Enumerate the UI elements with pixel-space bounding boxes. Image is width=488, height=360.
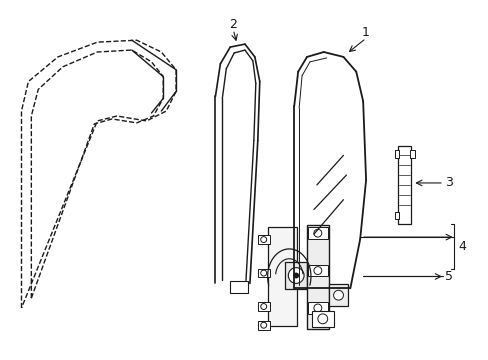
Bar <box>307 227 327 239</box>
Bar <box>257 321 269 330</box>
Bar <box>230 282 247 293</box>
Text: 5: 5 <box>444 270 452 283</box>
Text: 3: 3 <box>444 176 452 189</box>
Circle shape <box>293 273 299 278</box>
Bar <box>285 262 306 289</box>
Circle shape <box>313 229 321 237</box>
Circle shape <box>313 304 321 312</box>
Circle shape <box>313 267 321 275</box>
Bar <box>394 212 398 219</box>
Bar <box>394 150 398 158</box>
Text: 2: 2 <box>229 18 237 31</box>
Bar <box>409 150 414 158</box>
Bar <box>267 227 297 326</box>
Bar <box>257 269 269 278</box>
Circle shape <box>317 314 327 324</box>
Circle shape <box>260 303 266 310</box>
Circle shape <box>288 267 304 283</box>
Bar <box>257 302 269 311</box>
Bar <box>397 145 410 224</box>
Text: 1: 1 <box>362 26 369 39</box>
Bar <box>307 302 327 314</box>
Bar <box>307 265 327 276</box>
Text: 4: 4 <box>458 240 466 253</box>
Circle shape <box>260 270 266 276</box>
Bar <box>328 284 347 306</box>
Circle shape <box>333 290 343 300</box>
Circle shape <box>260 237 266 243</box>
Bar <box>257 235 269 244</box>
Bar <box>311 311 333 327</box>
Bar <box>306 225 328 329</box>
Circle shape <box>260 322 266 328</box>
